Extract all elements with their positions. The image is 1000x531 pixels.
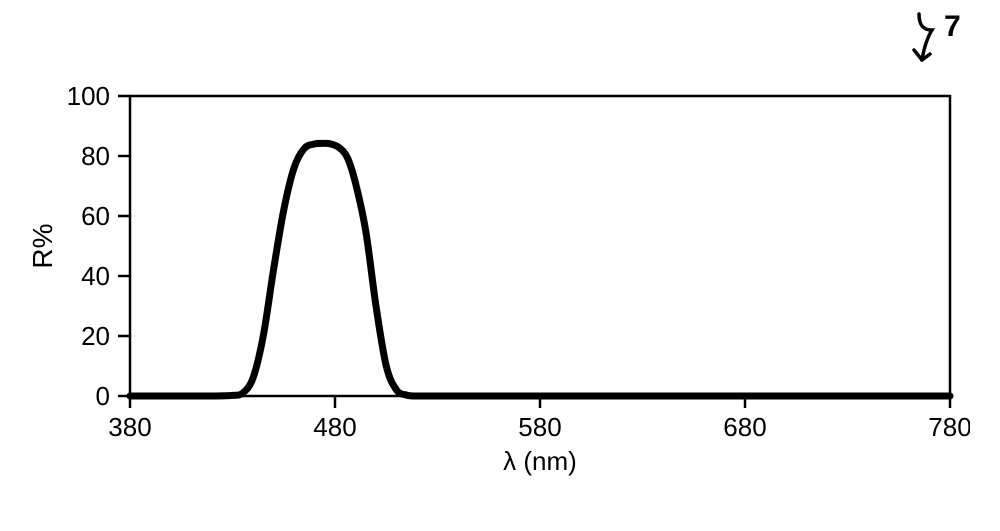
x-axis-label: λ (nm) bbox=[503, 446, 577, 476]
y-tick-label: 0 bbox=[96, 381, 110, 411]
y-tick-label: 60 bbox=[81, 201, 110, 231]
x-tick-label: 780 bbox=[928, 412, 970, 442]
reflectance-chart: 380 480 580 680 780 0 20 40 60 80 100 R% λ (nm) bbox=[30, 86, 970, 486]
x-tick-label: 680 bbox=[723, 412, 766, 442]
figure-label-annotation: 7 bbox=[904, 8, 974, 78]
y-tick-label: 100 bbox=[67, 86, 110, 111]
y-tick-label: 80 bbox=[81, 141, 110, 171]
figure-number: 7 bbox=[944, 10, 961, 43]
y-tick-label: 20 bbox=[81, 321, 110, 351]
x-tick-label: 480 bbox=[313, 412, 356, 442]
x-tick-label: 580 bbox=[518, 412, 561, 442]
y-axis-label: R% bbox=[30, 223, 58, 268]
y-tick-label: 40 bbox=[81, 261, 110, 291]
x-tick-label: 380 bbox=[108, 412, 151, 442]
